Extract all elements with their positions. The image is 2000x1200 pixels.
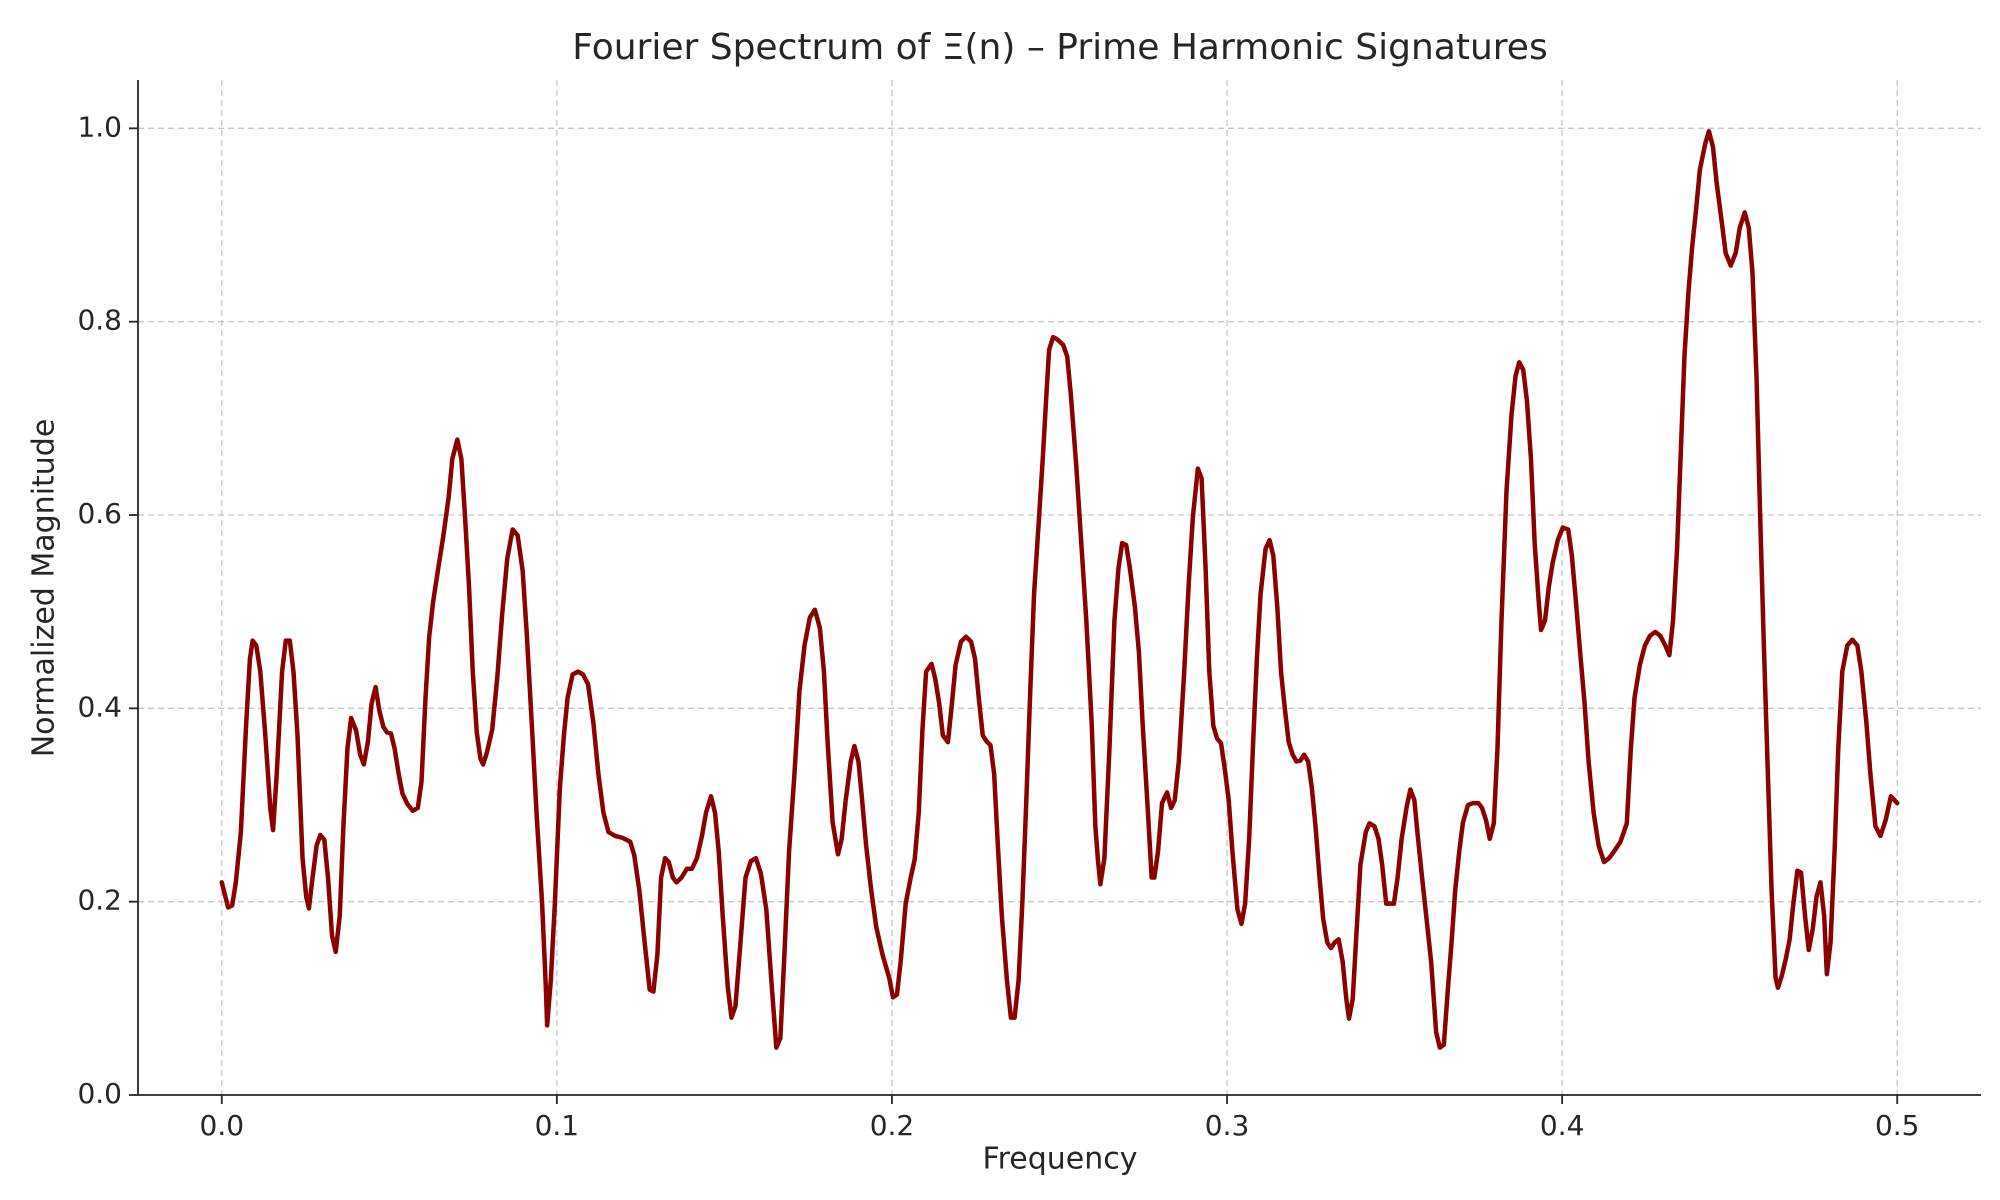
y-tick-label: 0.6 bbox=[77, 497, 122, 530]
x-tick-label: 0.3 bbox=[1205, 1109, 1250, 1142]
x-tick-label: 0.1 bbox=[535, 1109, 580, 1142]
x-tick-label: 0.2 bbox=[870, 1109, 915, 1142]
y-tick-label: 0.0 bbox=[77, 1077, 122, 1110]
x-axis-label: Frequency bbox=[983, 1142, 1138, 1177]
y-tick-label: 0.8 bbox=[77, 304, 122, 337]
x-tick-label: 0.0 bbox=[200, 1109, 245, 1142]
y-axis-label: Normalized Magnitude bbox=[27, 419, 62, 758]
y-tick-label: 1.0 bbox=[77, 110, 122, 143]
spectrum-line bbox=[219, 128, 1900, 1050]
x-tick-label: 0.5 bbox=[1875, 1109, 1920, 1142]
y-tick-label: 0.4 bbox=[77, 690, 122, 723]
y-tick-label: 0.2 bbox=[77, 884, 122, 917]
chart-title: Fourier Spectrum of Ξ(n) – Prime Harmoni… bbox=[572, 27, 1547, 68]
x-tick-label: 0.4 bbox=[1540, 1109, 1585, 1142]
